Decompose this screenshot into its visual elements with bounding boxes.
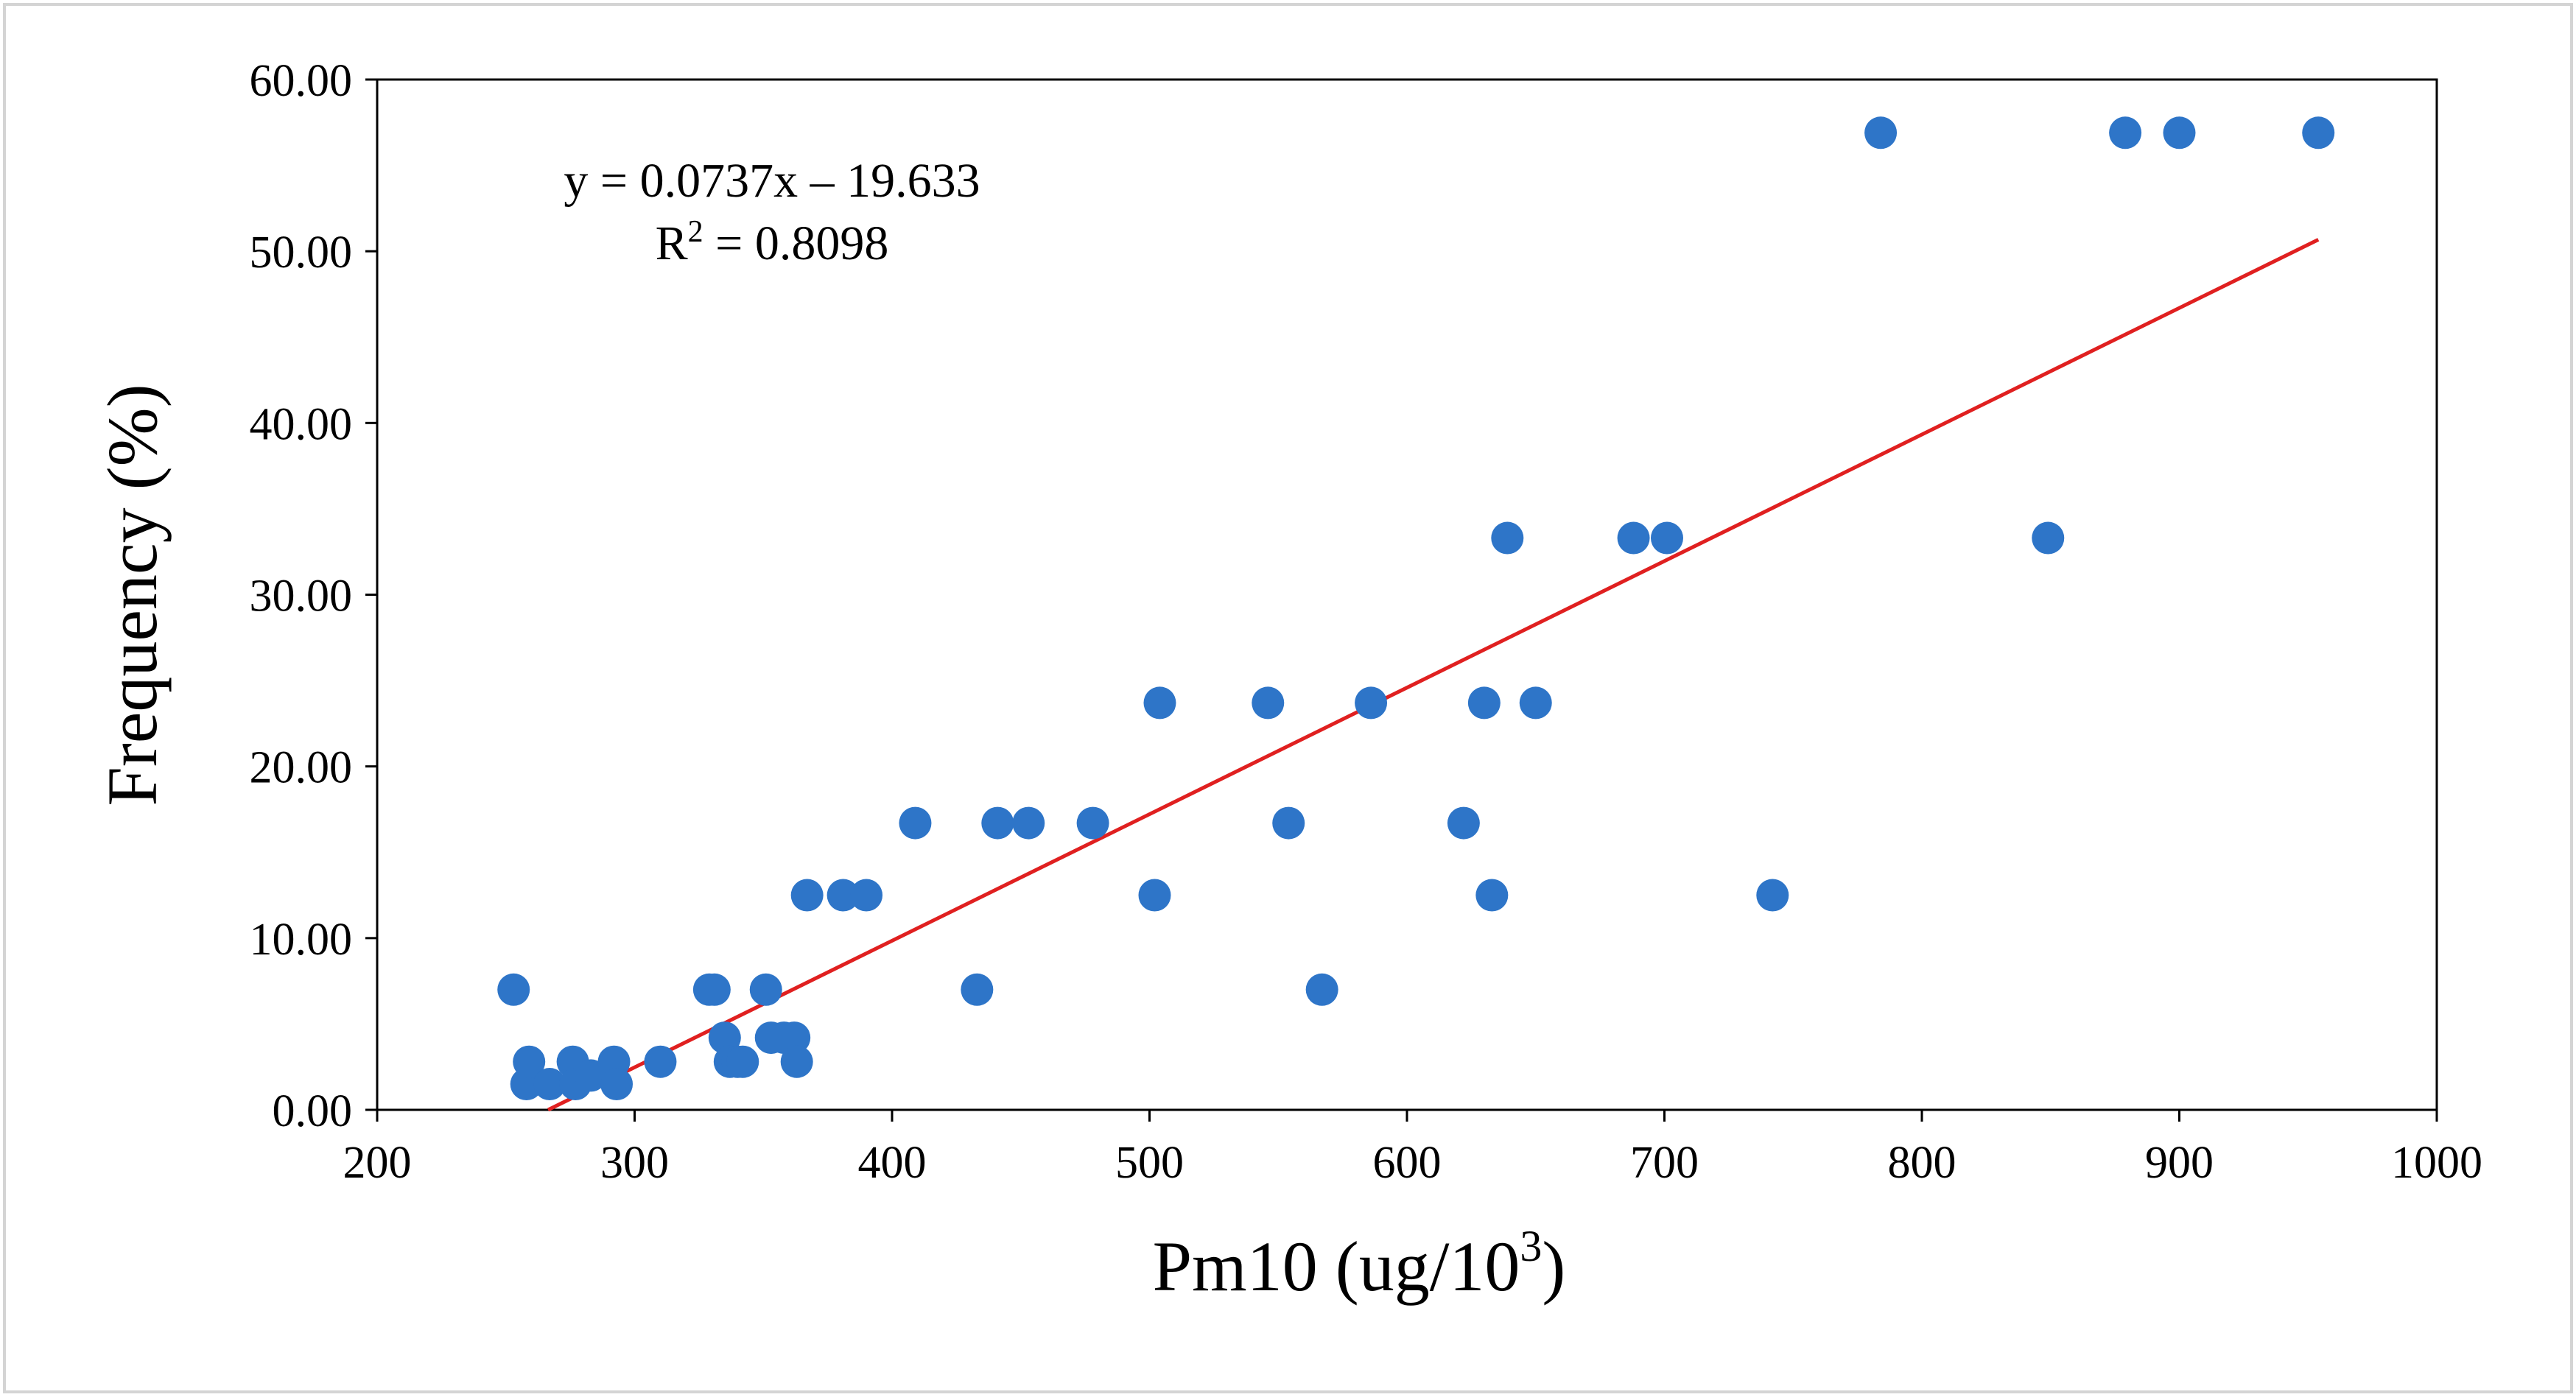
data-point <box>1617 521 1650 555</box>
data-point <box>708 1021 741 1055</box>
x-axis-label: Pm10 (ug/103) <box>1153 1222 1566 1306</box>
data-point <box>1756 879 1789 912</box>
data-point <box>726 1045 759 1078</box>
trendline-group <box>547 238 2320 1112</box>
data-point <box>827 879 860 912</box>
data-point <box>1076 806 1109 840</box>
data-point <box>1252 686 1285 720</box>
data-point <box>1012 806 1045 840</box>
data-point <box>1650 521 1683 555</box>
data-point <box>533 1068 566 1101</box>
data-point <box>749 973 782 1006</box>
y-tick-label: 30.00 <box>250 571 353 622</box>
trendline-equation: y = 0.0737x – 19.633 <box>564 154 980 208</box>
data-point <box>600 1068 634 1101</box>
trendline <box>547 238 2320 1112</box>
y-tick-label: 40.00 <box>250 399 353 449</box>
data-point <box>1475 879 1509 912</box>
r-squared-superscript: 2 <box>688 215 703 249</box>
data-point <box>1272 806 1305 840</box>
data-point <box>513 1045 546 1078</box>
x-axis-label-main: Pm10 (ug/10 <box>1153 1227 1520 1306</box>
data-point <box>2109 116 2142 150</box>
data-point <box>899 806 932 840</box>
x-tick-label: 900 <box>2145 1138 2214 1188</box>
data-point <box>1447 806 1480 840</box>
x-tick-label: 200 <box>343 1138 412 1188</box>
plot-area <box>376 78 2438 1111</box>
outer-border <box>3 3 2573 1393</box>
r-squared-label: R2 = 0.8098 <box>656 215 889 270</box>
data-point <box>1864 116 1898 150</box>
data-point <box>2163 116 2196 150</box>
data-point <box>1467 686 1501 720</box>
data-point <box>2302 116 2335 150</box>
x-tick-label: 600 <box>1373 1138 1442 1188</box>
data-point <box>780 1045 813 1078</box>
y-tick-label: 10.00 <box>250 915 353 965</box>
y-tick-label: 0.00 <box>273 1086 353 1136</box>
data-point <box>1305 973 1338 1006</box>
x-tick-label: 500 <box>1115 1138 1184 1188</box>
data-point <box>1143 686 1176 720</box>
x-tick-label: 800 <box>1888 1138 1956 1188</box>
y-axis-ticks: 0.00 10.00 20.00 30.00 40.00 50.00 60.00 <box>250 56 377 1136</box>
y-tick-label: 60.00 <box>250 56 353 106</box>
r-squared-value: = 0.8098 <box>703 217 889 270</box>
x-axis-ticks: 200 300 400 500 600 700 800 900 1000 <box>343 1110 2482 1188</box>
data-point <box>1491 521 1524 555</box>
x-tick-label: 300 <box>600 1138 669 1188</box>
y-axis-label: Frequency (%) <box>93 384 172 806</box>
data-point <box>698 973 731 1006</box>
data-points <box>497 116 2335 1101</box>
y-tick-label: 20.00 <box>250 743 353 793</box>
data-point <box>778 1021 811 1055</box>
data-point <box>790 879 824 912</box>
x-tick-label: 1000 <box>2391 1138 2482 1188</box>
x-axis-label-superscript: 3 <box>1520 1222 1542 1270</box>
data-point <box>850 879 883 912</box>
data-point <box>1138 879 1171 912</box>
x-tick-label: 700 <box>1630 1138 1699 1188</box>
data-point <box>497 973 530 1006</box>
data-point <box>2032 521 2065 555</box>
data-point <box>1519 686 1552 720</box>
x-tick-label: 400 <box>858 1138 927 1188</box>
data-point <box>644 1045 677 1078</box>
data-point <box>1355 686 1388 720</box>
y-tick-label: 50.00 <box>250 228 353 278</box>
r-squared-symbol: R <box>656 217 688 270</box>
data-point <box>981 806 1014 840</box>
x-axis-label-close: ) <box>1542 1227 1565 1306</box>
data-point <box>961 973 994 1006</box>
